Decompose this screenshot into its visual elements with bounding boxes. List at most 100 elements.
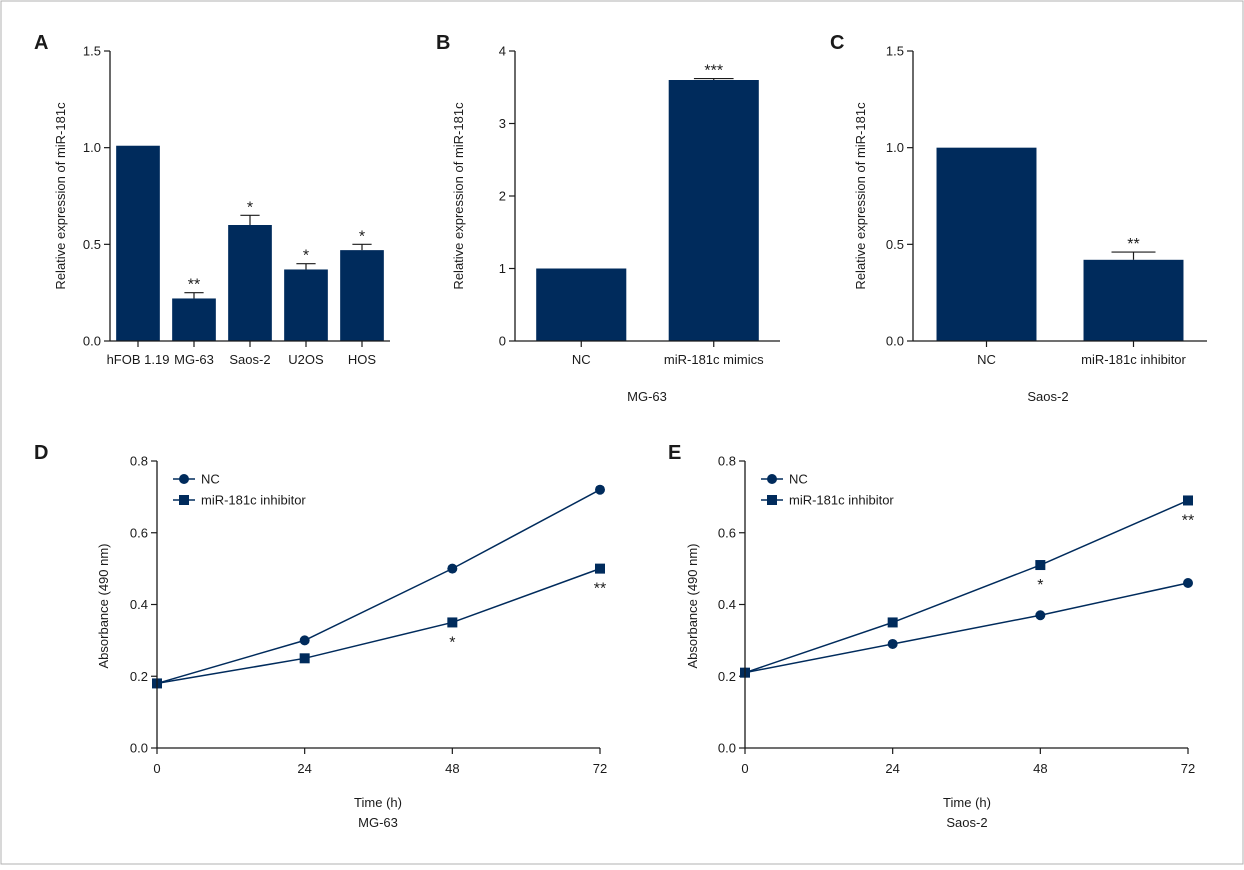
bar: [116, 145, 160, 341]
series-line-inhibitor: [744, 499, 1189, 674]
panel-e-legend: NC miR-181c inhibitor: [761, 472, 894, 508]
xtick-label: 48: [1033, 761, 1047, 776]
legend-label: miR-181c inhibitor: [789, 493, 894, 508]
panel-c-yticks: 0.0 0.5 1.0 1.5: [886, 44, 913, 349]
data-point: [447, 617, 458, 628]
significance-marker: *: [303, 248, 309, 265]
panel-c-ytick-label: 1.5: [886, 44, 904, 59]
panel-e-xticks: 0 24 48 72: [741, 748, 1195, 776]
panel-c-ytick-label: 1.0: [886, 140, 904, 155]
xtick-label: 72: [593, 761, 607, 776]
data-point: [299, 635, 310, 646]
panel-d-ytick-label: 0.4: [130, 597, 148, 612]
legend-marker: [767, 474, 777, 484]
panel-e-ytick-label: 0.2: [718, 669, 736, 684]
panel-d-xlabel: Time (h): [354, 795, 402, 810]
panel-b-yticks: 0 1 2 3 4: [499, 44, 515, 349]
bar: [284, 269, 328, 341]
panel-b: B Relative expression of miR-181c 01234 …: [436, 32, 780, 404]
panel-b-ytick-label: 3: [499, 116, 506, 131]
panel-c-bars: **: [936, 147, 1184, 341]
panel-a-yticks: 0.0 0.5 1.0 1.5: [83, 44, 110, 349]
xtick-label: MG-63: [174, 352, 214, 367]
panel-d-legend: NC miR-181c inhibitor: [173, 472, 306, 508]
data-point: [887, 617, 898, 628]
panel-b-ytick-label: 4: [499, 44, 506, 59]
significance-marker: ***: [704, 63, 723, 80]
panel-e-ytick-label: 0.4: [718, 597, 736, 612]
legend-label: NC: [789, 472, 808, 487]
panel-a-bars: *****: [116, 145, 384, 341]
panel-d-yticks: 0.0 0.2 0.4 0.6 0.8: [130, 454, 157, 756]
panel-e-xlabel: Time (h): [943, 795, 991, 810]
xtick-label: 24: [297, 761, 311, 776]
xtick-label: 0: [153, 761, 160, 776]
data-point: [1183, 577, 1193, 588]
panel-d: D Absorbance (490 nm) 0.0 0.2 0.4 0.6 0.8 0 2…: [34, 442, 607, 830]
xtick-label: miR-181c mimics: [664, 352, 764, 367]
xtick-label: HOS: [348, 352, 377, 367]
data-point: [447, 563, 458, 574]
panel-e-ytick-label: 0.6: [718, 525, 736, 540]
xtick-label: hFOB 1.19: [107, 352, 170, 367]
data-point: [1183, 495, 1193, 506]
panel-b-xlabel: MG-63: [627, 389, 667, 404]
panel-letter-c: C: [830, 32, 844, 54]
significance-marker: *: [1037, 577, 1043, 594]
significance-marker: *: [359, 228, 365, 245]
legend-label: miR-181c inhibitor: [201, 493, 306, 508]
panel-e-sublabel: Saos-2: [946, 815, 987, 830]
bar: [172, 298, 216, 341]
panel-b-ytick-label: 0: [499, 334, 506, 349]
series-line-nc: [156, 489, 601, 685]
data-point: [595, 563, 605, 574]
panel-letter-a: A: [34, 32, 48, 54]
panel-e-lines: ***: [740, 495, 1194, 678]
panel-a-ytick-label: 1.5: [83, 44, 101, 59]
significance-marker: **: [1182, 512, 1194, 529]
panel-a-ytick-label: 0.0: [83, 334, 101, 349]
panel-d-xticks: 0 24 48 72: [153, 748, 607, 776]
xtick-label: Saos-2: [229, 352, 270, 367]
significance-marker: *: [247, 199, 253, 216]
bar: [340, 250, 384, 341]
xtick-label: NC: [572, 352, 591, 367]
data-point: [299, 653, 310, 664]
xtick-label: 48: [445, 761, 459, 776]
series-line-inhibitor: [156, 567, 601, 685]
panel-d-ytick-label: 0.0: [130, 741, 148, 756]
legend-label: NC: [201, 472, 220, 487]
xtick-label: 24: [885, 761, 899, 776]
data-point: [887, 638, 898, 649]
panel-d-ytick-label: 0.2: [130, 669, 148, 684]
significance-marker: **: [188, 277, 200, 294]
bar: [668, 80, 759, 341]
panel-a-ytick-label: 1.0: [83, 140, 101, 155]
legend-marker: [179, 474, 189, 484]
panel-b-ytick-label: 2: [499, 189, 506, 204]
panel-letter-d: D: [34, 442, 48, 464]
panel-d-sublabel: MG-63: [358, 815, 398, 830]
panel-e: E Absorbance (490 nm) 0.0 0.2 0.4 0.6 0.8 0 2…: [668, 442, 1195, 830]
xtick-label: U2OS: [288, 352, 324, 367]
panel-e-yticks: 0.0 0.2 0.4 0.6 0.8: [718, 454, 745, 756]
panel-c-xticks: NC miR-181c inhibitor: [977, 341, 1187, 367]
xtick-label: miR-181c inhibitor: [1081, 352, 1186, 367]
panel-a-xticks: hFOB 1.19 MG-63 Saos-2 U2OS HOS: [107, 341, 377, 367]
panel-b-ytick-label: 1: [499, 261, 506, 276]
panel-c: C Relative expression of miR-181c 0.0 0.5…: [830, 32, 1207, 404]
bar: [228, 225, 272, 341]
legend-marker: [767, 495, 777, 505]
xtick-label: 72: [1181, 761, 1195, 776]
panel-c-ytick-label: 0.0: [886, 334, 904, 349]
xtick-label: 0: [741, 761, 748, 776]
panel-d-ytick-label: 0.6: [130, 525, 148, 540]
panel-b-bars: ***: [536, 63, 759, 341]
panel-c-xlabel: Saos-2: [1027, 389, 1068, 404]
panel-d-ytick-label: 0.8: [130, 454, 148, 469]
panel-b-xticks: NC miR-181c mimics: [572, 341, 764, 367]
significance-marker: *: [449, 634, 455, 651]
panel-e-ylabel: Absorbance (490 nm): [685, 543, 700, 668]
